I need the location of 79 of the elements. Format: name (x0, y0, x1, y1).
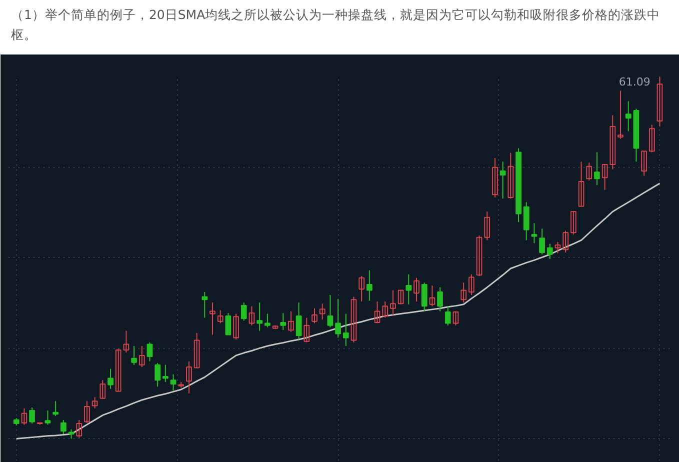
candlestick (414, 277, 420, 302)
candlestick (523, 202, 530, 241)
candlestick (288, 310, 294, 332)
candlestick (500, 161, 506, 200)
annotation: 61.09 (618, 76, 650, 88)
candlestick (225, 312, 232, 336)
candlestick (618, 90, 624, 140)
candlestick (108, 368, 114, 390)
candlestick (594, 152, 600, 186)
candlestick (44, 410, 51, 426)
candlestick (460, 282, 467, 304)
candlestick (429, 285, 436, 307)
candlestick (240, 302, 247, 322)
candlestick (602, 164, 608, 190)
candlestick (484, 211, 490, 241)
candlestick (406, 274, 412, 305)
candlestick (123, 330, 130, 354)
candlestick (312, 308, 318, 324)
candlestick (444, 306, 451, 326)
candlestick (210, 302, 216, 336)
candlestick (162, 364, 168, 382)
candlestick (327, 294, 334, 328)
candlestick (202, 292, 208, 318)
candlestick (280, 312, 286, 331)
candlestick (398, 290, 404, 305)
candlestick (570, 210, 576, 235)
candlestick (610, 114, 616, 170)
candlestick (374, 300, 380, 324)
candlestick (648, 124, 655, 153)
candlestick (578, 161, 584, 207)
candlestick (154, 362, 161, 388)
candlestick (68, 428, 74, 440)
candlestick (342, 313, 349, 347)
candlestick (641, 150, 647, 176)
candlestick (562, 230, 569, 254)
candlestick (508, 152, 514, 200)
candlestick (84, 400, 90, 424)
candlestick (21, 408, 28, 426)
candlestick (248, 306, 255, 326)
candlestick (366, 270, 372, 302)
candlestick (546, 243, 553, 260)
candlestick (625, 100, 632, 132)
candlestick (492, 158, 498, 198)
candlestick (170, 374, 176, 392)
candlestick (656, 76, 663, 127)
candlestick (468, 274, 474, 296)
candlestick (476, 235, 482, 277)
candlestick (131, 346, 137, 366)
candlestick (358, 276, 365, 302)
candlestick (390, 290, 396, 316)
candlestick (52, 400, 59, 416)
candlestick (296, 302, 302, 340)
candlestick (76, 419, 82, 438)
chart-title: （1）举个简单的例子，20日SMA均线之所以被公认为一种操盘线，就是因为它可以勾勒和吸附很多价格的涨跌中枢。 (11, 6, 662, 44)
candlestick (382, 300, 388, 318)
candlestick (256, 302, 263, 332)
candlestick (146, 342, 153, 362)
candlestick (92, 396, 98, 409)
candlestick (554, 242, 561, 254)
candlestick (217, 310, 224, 324)
candlestick (264, 313, 270, 328)
candlestick (100, 380, 106, 400)
candlestick (304, 317, 310, 343)
candlestick (138, 346, 145, 368)
candlestick (586, 162, 592, 181)
candlestick (350, 296, 357, 343)
candlestick (194, 332, 200, 368)
candlestick (115, 348, 122, 392)
candlestick (60, 419, 66, 435)
candlestick (452, 310, 459, 326)
candlestick (531, 222, 538, 244)
candlestick (539, 228, 545, 255)
candlestick (233, 313, 239, 340)
candlestick (335, 298, 341, 338)
candlestick (319, 303, 326, 320)
candlestick (437, 286, 443, 312)
candlestick (186, 360, 192, 394)
candlestick (421, 282, 428, 312)
candlestick (29, 407, 35, 424)
